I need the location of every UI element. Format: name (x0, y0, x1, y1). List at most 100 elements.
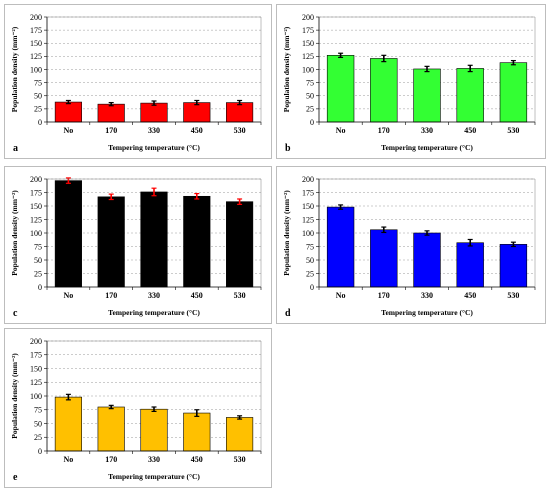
x-tick-label-a-No: No (64, 126, 74, 135)
y-tick-label-e-100: 100 (30, 392, 42, 401)
bar-b-170 (370, 58, 398, 123)
y-tick-label-e-125: 125 (30, 378, 42, 387)
y-axis-label-a: Population density (mm⁻²) (10, 26, 19, 112)
y-tick-label-a-175: 175 (30, 26, 42, 35)
y-tick-label-e-0: 0 (38, 447, 42, 456)
bar-e-330 (140, 408, 168, 452)
chart-svg-a: 0 25 50 75 100 125 150 175 200 No 170 330 450 530 Temp… (10, 13, 262, 154)
bar-a-170 (97, 103, 125, 123)
x-tick-label-a-450: 450 (191, 126, 203, 135)
y-tick-label-e-175: 175 (30, 351, 42, 360)
y-tick-label-a-200: 200 (30, 13, 42, 22)
bar-b-330 (413, 68, 441, 123)
y-tick-label-b-0: 0 (310, 118, 314, 127)
x-axis-label-c: Tempering temperature (°C) (108, 308, 200, 317)
x-tick-label-d-530: 530 (507, 291, 519, 300)
x-tick-label-e-170: 170 (105, 455, 117, 464)
x-tick-label-d-No: No (336, 291, 346, 300)
y-tick-label-c-200: 200 (30, 175, 42, 184)
y-tick-label-d-125: 125 (302, 215, 314, 224)
bar-e-450 (183, 412, 211, 452)
y-tick-label-c-150: 150 (30, 202, 42, 211)
bar-d-450 (456, 242, 484, 288)
y-tick-label-b-175: 175 (302, 26, 314, 35)
x-tick-label-d-450: 450 (464, 291, 476, 300)
bar-a-No (54, 101, 82, 123)
x-tick-label-a-330: 330 (148, 126, 160, 135)
x-tick-label-c-No: No (64, 291, 74, 300)
y-tick-label-d-75: 75 (306, 242, 314, 251)
chart-panel-c: 0 25 50 75 100 125 150 175 200 No 170 330 450 530 Temp… (4, 166, 272, 324)
chart-svg-b: 0 25 50 75 100 125 150 175 200 No 170 330 450 530 Temp… (282, 13, 536, 154)
y-axis-label-d: Population density (mm⁻²) (282, 190, 291, 276)
x-axis-label-d: Tempering temperature (°C) (381, 308, 473, 317)
bar-c-450 (183, 195, 211, 288)
chart-svg-d: 0 25 50 75 100 125 150 175 200 No 170 330 450 530 Temp… (282, 175, 536, 319)
bar-e-No (54, 396, 82, 452)
x-tick-label-b-530: 530 (507, 126, 519, 135)
y-tick-label-e-50: 50 (34, 419, 42, 428)
y-tick-label-b-75: 75 (306, 78, 314, 87)
x-tick-label-d-170: 170 (378, 291, 390, 300)
x-tick-label-c-450: 450 (191, 291, 203, 300)
x-tick-label-b-450: 450 (464, 126, 476, 135)
y-axis-label-b: Population density (mm⁻²) (282, 26, 291, 112)
y-tick-label-c-175: 175 (30, 188, 42, 197)
y-tick-label-a-25: 25 (34, 105, 42, 114)
bar-c-530 (226, 201, 254, 288)
x-tick-label-e-450: 450 (191, 455, 203, 464)
y-tick-label-c-75: 75 (34, 242, 42, 251)
bar-e-530 (226, 417, 254, 452)
chart-svg-e: 0 25 50 75 100 125 150 175 200 No 170 330 450 530 Temp… (10, 337, 262, 483)
x-tick-label-b-330: 330 (421, 126, 433, 135)
panel-letter-c: c (13, 308, 18, 319)
chart-panel-a: 0 25 50 75 100 125 150 175 200 No 170 330 450 530 Temp… (4, 4, 272, 159)
x-tick-label-a-170: 170 (105, 126, 117, 135)
x-tick-label-b-No: No (336, 126, 346, 135)
bar-c-No (54, 180, 82, 288)
bar-c-330 (140, 191, 168, 288)
x-tick-label-c-330: 330 (148, 291, 160, 300)
y-tick-label-d-100: 100 (302, 229, 314, 238)
y-axis-label-c: Population density (mm⁻²) (10, 190, 19, 276)
bar-b-450 (456, 68, 484, 123)
chart-panel-b: 0 25 50 75 100 125 150 175 200 No 170 330 450 530 Temp… (276, 4, 546, 159)
x-axis-label-b: Tempering temperature (°C) (381, 143, 473, 152)
bar-c-170 (97, 196, 125, 288)
bar-d-170 (370, 229, 398, 288)
y-tick-label-c-0: 0 (38, 283, 42, 292)
panel-letter-b: b (285, 143, 291, 154)
y-tick-label-a-150: 150 (30, 39, 42, 48)
y-axis-label-e: Population density (mm⁻²) (10, 353, 19, 439)
y-tick-label-e-200: 200 (30, 337, 42, 346)
y-tick-label-a-75: 75 (34, 78, 42, 87)
bar-a-530 (226, 102, 254, 123)
x-tick-label-a-530: 530 (234, 126, 246, 135)
y-tick-label-c-100: 100 (30, 229, 42, 238)
y-tick-label-b-100: 100 (302, 65, 314, 74)
y-tick-label-c-25: 25 (34, 269, 42, 278)
bar-a-450 (183, 102, 211, 123)
y-tick-label-d-0: 0 (310, 283, 314, 292)
y-tick-label-d-150: 150 (302, 202, 314, 211)
chart-panel-e: 0 25 50 75 100 125 150 175 200 No 170 330 450 530 Temp… (4, 328, 272, 488)
bar-e-170 (97, 406, 125, 452)
bar-d-530 (499, 244, 528, 288)
x-tick-label-e-No: No (64, 455, 74, 464)
y-tick-label-c-125: 125 (30, 215, 42, 224)
y-tick-label-b-150: 150 (302, 39, 314, 48)
panel-letter-a: a (13, 143, 18, 154)
bar-d-No (326, 206, 355, 288)
chart-svg-c: 0 25 50 75 100 125 150 175 200 No 170 330 450 530 Temp… (10, 175, 262, 319)
panel-letter-d: d (285, 308, 291, 319)
bar-b-530 (499, 62, 528, 123)
y-tick-label-e-150: 150 (30, 364, 42, 373)
x-tick-label-d-330: 330 (421, 291, 433, 300)
y-tick-label-e-75: 75 (34, 406, 42, 415)
y-tick-label-e-25: 25 (34, 433, 42, 442)
x-tick-label-c-170: 170 (105, 291, 117, 300)
x-tick-label-c-530: 530 (234, 291, 246, 300)
y-tick-label-b-50: 50 (306, 92, 314, 101)
x-tick-label-b-170: 170 (378, 126, 390, 135)
y-tick-label-b-200: 200 (302, 13, 314, 22)
